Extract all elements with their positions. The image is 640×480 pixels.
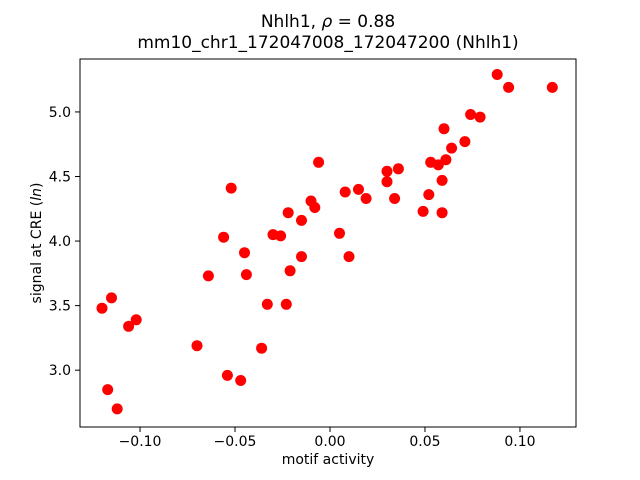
data-point bbox=[218, 231, 230, 243]
data-point bbox=[436, 207, 448, 219]
rho-symbol: ρ bbox=[321, 12, 333, 32]
data-point bbox=[123, 320, 135, 332]
data-point bbox=[360, 193, 372, 204]
data-point bbox=[353, 183, 364, 195]
x-axis-label: motif activity bbox=[281, 452, 375, 468]
data-point bbox=[235, 375, 247, 386]
data-point bbox=[343, 251, 355, 263]
data-point bbox=[491, 69, 503, 80]
data-point bbox=[106, 292, 117, 304]
data-point bbox=[130, 314, 142, 326]
data-point bbox=[191, 340, 203, 352]
axes-frame bbox=[79, 58, 577, 428]
data-point bbox=[239, 247, 250, 259]
data-point bbox=[221, 369, 233, 381]
data-point bbox=[284, 265, 296, 277]
data-point bbox=[392, 163, 404, 175]
data-point bbox=[381, 165, 393, 177]
data-point bbox=[202, 270, 214, 282]
data-point bbox=[296, 251, 307, 263]
data-point bbox=[225, 182, 237, 194]
data-point bbox=[389, 193, 401, 204]
chart-subtitle: mm10_chr1_172047008_172047200 (Nhlh1) bbox=[137, 33, 519, 53]
x-tick-label: 0.05 bbox=[409, 434, 440, 450]
x-tick-label: −0.10 bbox=[119, 434, 162, 450]
data-point bbox=[275, 230, 287, 242]
data-point bbox=[261, 298, 273, 310]
data-point bbox=[438, 123, 450, 135]
chart-title: Nhlh1, ρ = 0.88 bbox=[80, 12, 576, 33]
data-point bbox=[417, 205, 429, 217]
data-point bbox=[474, 111, 486, 123]
title-prefix: Nhlh1, bbox=[260, 12, 322, 32]
x-tick-label: −0.05 bbox=[214, 434, 257, 450]
data-point bbox=[282, 207, 294, 219]
data-point bbox=[256, 342, 268, 354]
data-point bbox=[440, 154, 452, 166]
data-point bbox=[546, 81, 558, 93]
data-point bbox=[111, 403, 123, 415]
data-point bbox=[381, 176, 393, 188]
x-tick-label: 0.10 bbox=[504, 434, 535, 450]
data-point bbox=[96, 302, 108, 314]
chart-title-block: Nhlh1, ρ = 0.88 mm10_chr1_172047008_1720… bbox=[80, 12, 576, 54]
data-point bbox=[309, 202, 321, 213]
x-tick-label: 0.00 bbox=[314, 434, 345, 450]
data-point bbox=[446, 142, 458, 154]
data-point bbox=[503, 81, 515, 93]
data-point bbox=[280, 298, 292, 310]
data-point bbox=[313, 156, 325, 168]
y-tick-label: 3.5 bbox=[49, 299, 71, 315]
data-point bbox=[240, 269, 252, 281]
data-point bbox=[459, 136, 471, 148]
y-tick-label: 5.0 bbox=[49, 105, 71, 121]
y-tick-label: 4.5 bbox=[49, 170, 71, 186]
y-tick-label: 4.0 bbox=[49, 234, 71, 250]
title-suffix: = 0.88 bbox=[332, 12, 396, 32]
data-point bbox=[102, 384, 114, 396]
data-point bbox=[436, 174, 448, 186]
data-point bbox=[334, 227, 345, 239]
data-point bbox=[339, 186, 351, 198]
y-tick-label: 3.0 bbox=[49, 363, 71, 379]
data-point bbox=[465, 109, 477, 120]
data-point bbox=[423, 189, 435, 201]
data-point bbox=[296, 214, 307, 226]
